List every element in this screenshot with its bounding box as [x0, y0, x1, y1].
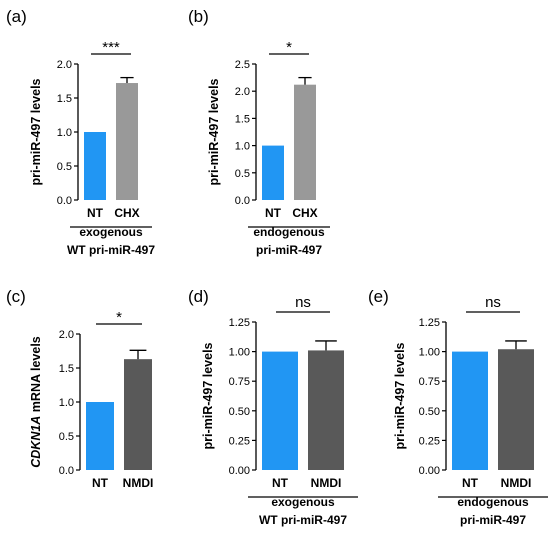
- panel-label: (c): [6, 287, 26, 306]
- significance-label: ns: [485, 294, 501, 311]
- bar-chx: [294, 84, 316, 200]
- panel-4: (e) 0.00 0.25 0.50 0.75 1.00 1.25 NT NMDI ns pri-m…: [368, 287, 548, 527]
- panel-label: (d): [188, 287, 209, 306]
- x-group-label: WT pri-miR-497: [67, 243, 155, 257]
- y-tick-label: 2.0: [235, 86, 250, 98]
- bar-nt: [86, 402, 114, 470]
- y-tick-label: 0.5: [57, 161, 72, 173]
- y-tick-label: 2.5: [235, 59, 250, 71]
- significance-label: *: [286, 39, 292, 56]
- x-group-label: exogenous: [79, 225, 143, 239]
- y-tick-label: 0.0: [235, 195, 250, 207]
- x-category-label: NT: [272, 476, 289, 490]
- x-group-label: endogenous: [253, 225, 325, 239]
- y-tick-label: 0.00: [419, 465, 440, 477]
- bar-nt: [262, 351, 298, 470]
- x-category-label: CHX: [292, 206, 317, 220]
- x-group-label: pri-miR-497: [460, 513, 526, 527]
- y-tick-label: 1.00: [419, 347, 440, 359]
- y-tick-label: 1.00: [229, 347, 250, 359]
- y-tick-label: 1.5: [59, 363, 74, 375]
- x-category-label: NT: [265, 206, 282, 220]
- significance-label: ***: [102, 39, 120, 56]
- y-tick-label: 0.0: [59, 465, 74, 477]
- bar-nt: [262, 145, 284, 200]
- y-tick-label: 0.00: [229, 465, 250, 477]
- x-category-label: NT: [92, 476, 109, 490]
- panel-label: (e): [368, 287, 389, 306]
- bar-nt: [452, 351, 488, 470]
- panel-1: (b) 0.0 0.5 1.0 1.5 2.0 2.5 NT CHX * pri-miR-497 l…: [188, 7, 330, 257]
- y-tick-label: 2.0: [57, 59, 72, 71]
- x-group-label: WT pri-miR-497: [259, 513, 347, 527]
- x-group-label: exogenous: [271, 495, 335, 509]
- bar-nmdi: [498, 349, 534, 470]
- panel-label: (a): [6, 7, 27, 26]
- panel-3: (d) 0.00 0.25 0.50 0.75 1.00 1.25 NT NMDI ns pri-m…: [188, 287, 358, 527]
- y-tick-label: 0.5: [235, 168, 250, 180]
- bar-nmdi: [124, 359, 152, 470]
- y-tick-label: 1.5: [57, 93, 72, 105]
- y-tick-label: 1.0: [235, 141, 250, 153]
- bar-nmdi: [308, 350, 344, 470]
- y-axis-label: CDKN1A mRNA levels: [29, 336, 43, 468]
- x-category-label: NT: [462, 476, 479, 490]
- y-tick-label: 0.5: [59, 431, 74, 443]
- y-axis-label-rest: mRNA levels: [29, 336, 43, 415]
- x-category-label: CHX: [114, 206, 139, 220]
- x-group-label: pri-miR-497: [256, 243, 322, 257]
- y-tick-label: 1.0: [59, 397, 74, 409]
- y-tick-label: 1.25: [229, 317, 250, 329]
- y-tick-label: 0.75: [229, 376, 250, 388]
- y-tick-label: 0.50: [229, 406, 250, 418]
- y-tick-label: 2.0: [59, 329, 74, 341]
- x-category-label: NMDI: [501, 476, 532, 490]
- bar-nt: [84, 132, 106, 200]
- y-tick-label: 1.25: [419, 317, 440, 329]
- y-tick-label: 0.0: [57, 195, 72, 207]
- x-group-label: endogenous: [457, 495, 529, 509]
- y-axis-label: pri-miR-497 levels: [207, 78, 221, 185]
- panel-2: (c) 0.0 0.5 1.0 1.5 2.0 NT NMDI * CDKN1A mRNA lev…: [6, 287, 153, 490]
- x-category-label: NT: [87, 206, 104, 220]
- x-category-label: NMDI: [123, 476, 154, 490]
- y-axis-label: pri-miR-497 levels: [29, 78, 43, 185]
- y-axis-label-italic: CDKN1A: [29, 416, 43, 468]
- y-tick-label: 0.25: [229, 435, 250, 447]
- bar-chx: [116, 83, 138, 200]
- y-axis-label: pri-miR-497 levels: [393, 342, 407, 449]
- significance-label: ns: [295, 294, 311, 311]
- significance-label: *: [116, 309, 122, 326]
- y-tick-label: 1.5: [235, 113, 250, 125]
- x-category-label: NMDI: [311, 476, 342, 490]
- panel-0: (a) 0.0 0.5 1.0 1.5 2.0 NT CHX *** pri-miR-497 le…: [6, 7, 155, 257]
- y-tick-label: 0.50: [419, 406, 440, 418]
- panel-label: (b): [188, 7, 209, 26]
- y-axis-label: pri-miR-497 levels: [201, 342, 215, 449]
- y-tick-label: 0.75: [419, 376, 440, 388]
- y-tick-label: 1.0: [57, 127, 72, 139]
- y-tick-label: 0.25: [419, 435, 440, 447]
